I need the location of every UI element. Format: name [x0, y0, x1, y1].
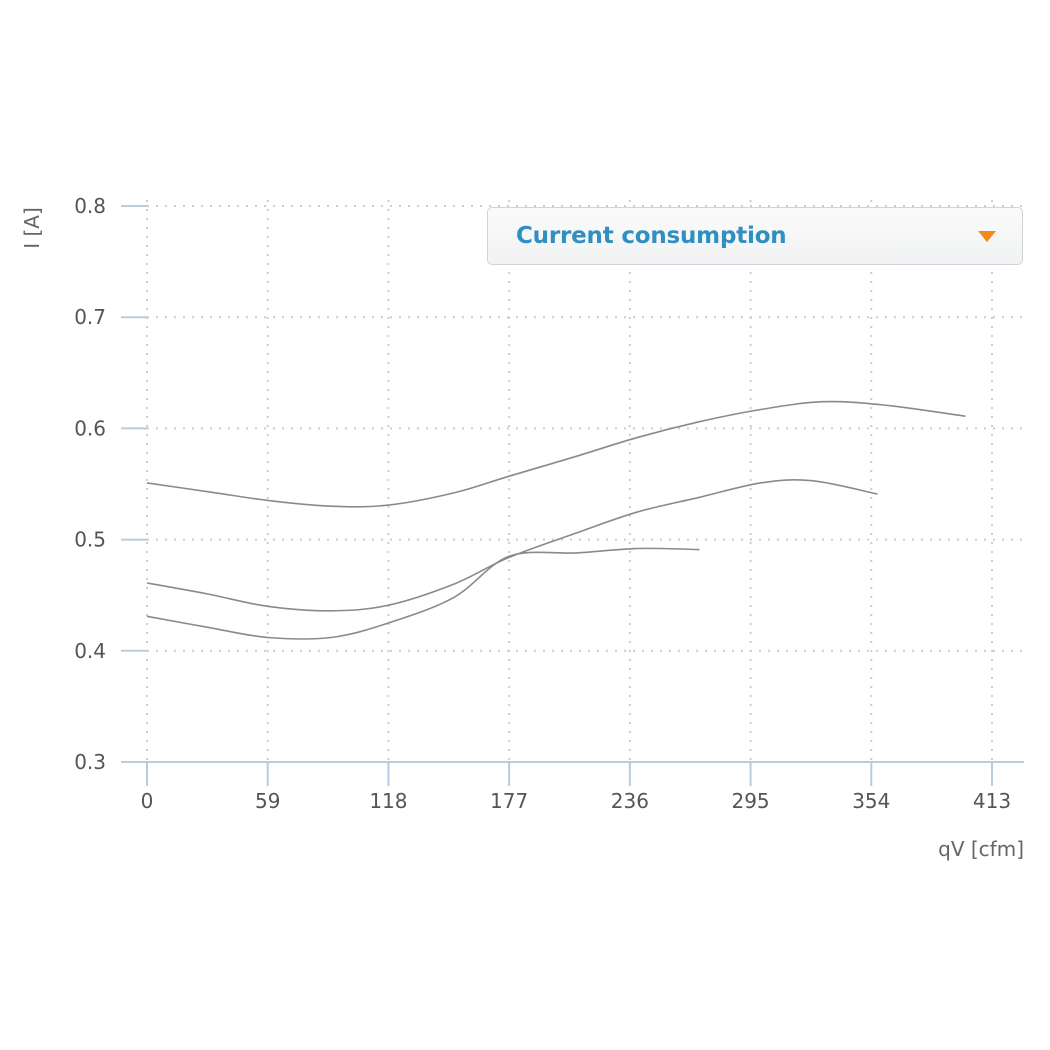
y-tick-label: 0.6	[74, 416, 106, 440]
axes: 0.3 0.4 0.5 0.6 0.7 0.8 0 59 118 177 236 295 354 413	[74, 194, 1024, 813]
series-lines	[146, 400, 966, 640]
x-tick-label: 354	[852, 789, 890, 813]
y-tick-label: 0.8	[74, 194, 106, 218]
x-tick-label: 118	[369, 789, 407, 813]
grid	[146, 200, 1024, 762]
x-tick-label: 295	[731, 789, 769, 813]
chart-type-dropdown[interactable]: Current consumption	[487, 207, 1023, 265]
dropdown-label: Current consumption	[516, 223, 787, 249]
x-tick-label: 236	[611, 789, 649, 813]
y-tick-label: 0.7	[74, 305, 106, 329]
y-tick-label: 0.4	[74, 639, 106, 663]
series-line-1	[146, 400, 966, 508]
series-line-2	[146, 479, 878, 612]
y-tick-label: 0.3	[74, 750, 106, 774]
caret-down-icon	[978, 230, 996, 242]
x-tick-label: 59	[255, 789, 280, 813]
series-line-3	[146, 547, 700, 640]
x-tick-label: 0	[141, 789, 154, 813]
y-axis-title: I [A]	[20, 207, 44, 249]
y-tick-label: 0.5	[74, 528, 106, 552]
x-tick-label: 177	[490, 789, 528, 813]
x-axis-title: qV [cfm]	[938, 837, 1024, 861]
x-tick-label: 413	[973, 789, 1011, 813]
